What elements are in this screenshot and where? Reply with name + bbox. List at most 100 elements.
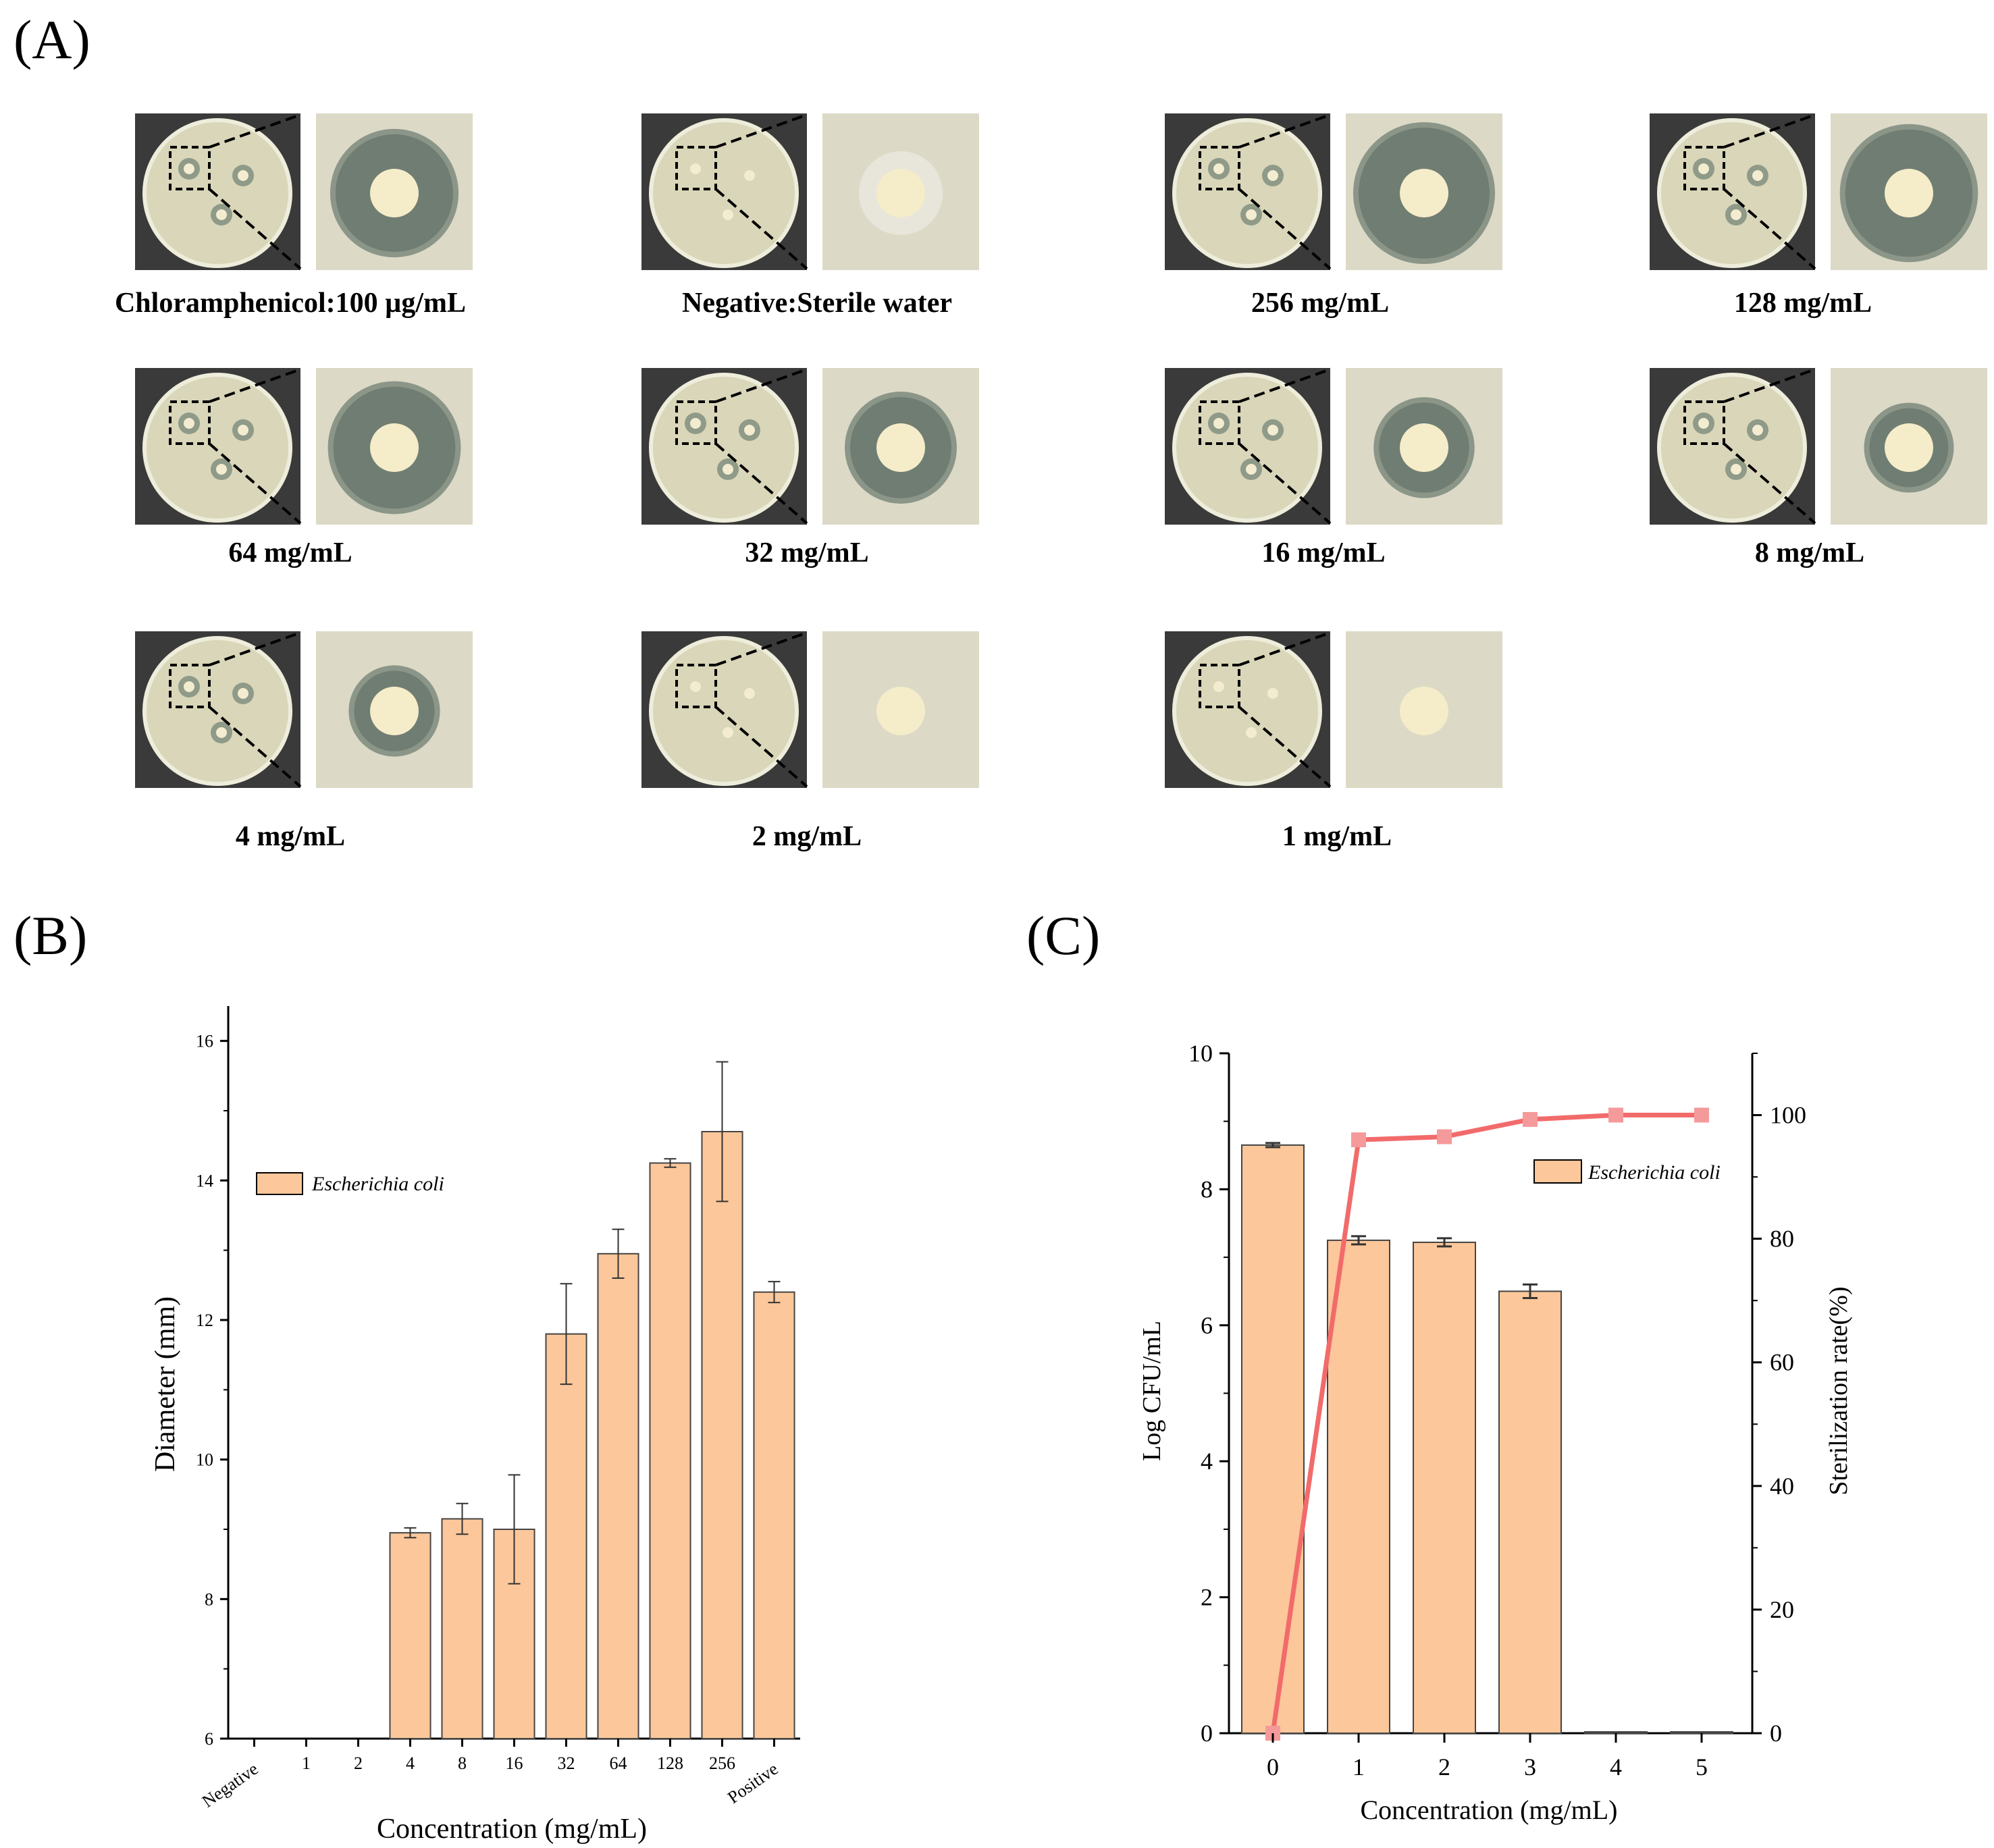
zoom-line (1723, 188, 1816, 270)
chart-b-bar (545, 1333, 587, 1739)
disc (238, 170, 248, 181)
petri-dish (142, 636, 292, 786)
zoom-line (208, 188, 302, 270)
plate-photo (1650, 368, 1987, 525)
disc (1213, 418, 1224, 429)
chart-c-ytick-right-label: 40 (1770, 1473, 1794, 1500)
chart-b-xtick-label: 128 (657, 1753, 683, 1773)
chart-c-bar (1241, 1144, 1305, 1734)
chart-c-xtick-label: 1 (1353, 1753, 1365, 1780)
zoom-box (1199, 400, 1240, 445)
disc (1267, 688, 1278, 699)
chart-c-rate-marker (1608, 1107, 1623, 1123)
zoom-box (675, 400, 717, 445)
disc (184, 163, 194, 174)
petri-dish (1172, 636, 1322, 786)
chart-c-rate-marker (1694, 1107, 1709, 1123)
disc (1698, 418, 1709, 429)
chart-c-rate-line (1270, 1113, 1702, 1734)
zoom-disc (370, 169, 419, 217)
chart-c-legend-swatch (1533, 1159, 1582, 1184)
plate-label: 256 mg/mL (1251, 288, 1390, 319)
plate-photo (641, 631, 979, 788)
disc (1752, 425, 1763, 435)
chart-b-xtick-label: 32 (558, 1753, 575, 1773)
disc (723, 464, 733, 475)
plate-label: Negative:Sterile water (682, 288, 952, 319)
petri-dish (142, 118, 292, 268)
zoom-line (1238, 442, 1332, 525)
plate-photo (1650, 113, 1987, 270)
plate-pair (641, 631, 979, 790)
chart-c-ytick-right-label: 100 (1770, 1102, 1806, 1129)
petri-dish (649, 636, 799, 786)
chart-c-bar (1584, 1731, 1648, 1734)
chart-c-ytick-left-label: 4 (1201, 1448, 1213, 1475)
chart-b-ytick-label: 8 (205, 1589, 213, 1609)
chart-b-legend-swatch (256, 1172, 303, 1195)
chart-b-ytick-label: 6 (205, 1729, 213, 1749)
chart-c-xtick-label: 5 (1696, 1753, 1708, 1780)
chart-c-ytick-left-label: 8 (1201, 1176, 1213, 1203)
plate-pair (1650, 113, 1987, 272)
chart-c-rate-marker (1523, 1111, 1538, 1127)
chart-c-ylabel-right: Sterilization rate(%) (1825, 1286, 1853, 1495)
zoom-line (1238, 706, 1332, 788)
chart-b-ytick-label: 10 (196, 1450, 213, 1470)
chart-b-legend: Escherichia coli (256, 1172, 444, 1195)
plate-label: 1 mg/mL (1282, 821, 1392, 852)
chart-c-xlabel: Concentration (mg/mL) (1360, 1795, 1617, 1825)
disc (1246, 464, 1257, 475)
chart-c-bar (1413, 1241, 1476, 1735)
chart-b-legend-label: Escherichia coli (311, 1173, 444, 1195)
zoom-disc (1885, 423, 1933, 472)
panel-c-label: (C) (1026, 905, 1101, 966)
plate-label: 4 mg/mL (235, 821, 346, 852)
disc (1246, 209, 1257, 220)
chart-c-xtick-label: 3 (1524, 1753, 1536, 1780)
chart-b-ytick-label: 16 (196, 1032, 213, 1051)
disc (238, 425, 248, 435)
disc (216, 464, 227, 475)
petri-dish (142, 373, 292, 523)
plate-pair (1165, 631, 1502, 790)
plate-pair (641, 368, 979, 527)
zoom-box (675, 146, 717, 190)
zoom-box (169, 146, 211, 190)
zoom-disc (876, 423, 925, 472)
plate-photo (135, 368, 473, 525)
zoom-disc (1400, 169, 1448, 217)
chart-b-xtick-label: 16 (506, 1753, 523, 1773)
zoom-line (714, 442, 808, 525)
chart-c-xtick-label: 2 (1438, 1753, 1450, 1780)
petri-dish (1657, 373, 1807, 523)
zoom-disc (370, 687, 419, 735)
plate-pair (1165, 368, 1502, 527)
chart-c-legend-label: Escherichia coli (1588, 1161, 1721, 1184)
chart-c-xtick-label: 4 (1610, 1753, 1622, 1780)
chart-b-bar (701, 1131, 743, 1739)
disc (1752, 170, 1763, 181)
zoom-disc (876, 169, 925, 217)
zoom-disc (876, 687, 925, 735)
plate-label: 32 mg/mL (745, 537, 869, 569)
plate-pair (135, 113, 473, 272)
disc (690, 163, 701, 174)
disc (744, 170, 755, 181)
plate-pair (135, 631, 473, 790)
zoom-line (714, 188, 808, 270)
chart-b-bar (649, 1162, 691, 1739)
plate-label: 64 mg/mL (228, 537, 352, 569)
chart-b-bar (441, 1518, 483, 1739)
disc (216, 727, 227, 738)
plate-photo (135, 631, 473, 788)
chart-c-bar (1327, 1239, 1390, 1735)
zoom-box (1683, 400, 1725, 445)
chart-b-ylabel: Diameter (mm) (150, 1296, 181, 1472)
disc (216, 209, 227, 220)
chart-c-ytick-left-label: 0 (1201, 1720, 1213, 1747)
chart-c-xtick-label: 0 (1267, 1753, 1279, 1780)
disc (1213, 163, 1224, 174)
